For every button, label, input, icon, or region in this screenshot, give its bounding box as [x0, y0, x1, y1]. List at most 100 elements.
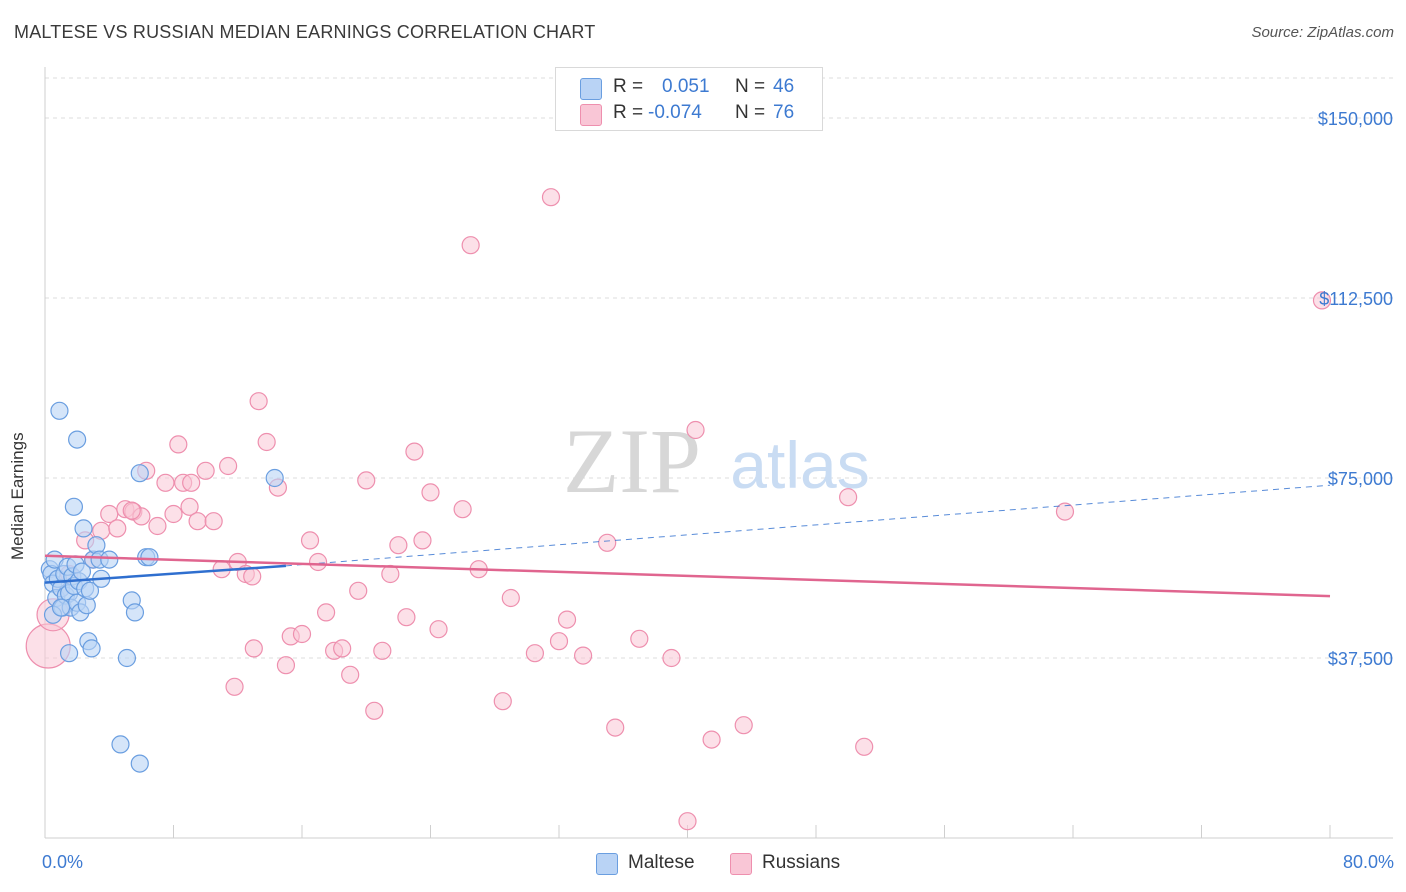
y-tick-labels: $37,500 $75,000 $112,500 $150,000: [1318, 109, 1393, 669]
russians-point: [501, 588, 520, 608]
russians-point: [169, 435, 188, 454]
maltese-point: [80, 581, 100, 600]
n-value: 76: [773, 102, 795, 123]
russians-point: [196, 461, 215, 480]
russians-point: [249, 392, 268, 411]
russians-point: [525, 644, 545, 663]
watermark-zip: ZIP: [563, 410, 701, 512]
r-value: -0.074: [648, 102, 702, 123]
russians-point: [493, 692, 512, 711]
r-label: R =: [613, 76, 644, 97]
russians-point: [429, 620, 448, 639]
y-tick-label: $75,000: [1328, 469, 1393, 489]
maltese-points: [40, 401, 284, 773]
russians-point: [225, 677, 244, 696]
maltese-trendline-extended: [285, 484, 1331, 567]
russians-point: [156, 473, 175, 492]
correlation-legend: R = 0.051 N = 46 R = -0.074 N = 76: [555, 67, 823, 131]
maltese-point: [82, 639, 101, 658]
y-tick-label: $150,000: [1318, 109, 1393, 129]
trendlines: [44, 484, 1331, 598]
russians-point: [300, 531, 320, 550]
russians-point: [244, 639, 263, 658]
russians-point: [365, 701, 384, 720]
russians-point: [606, 718, 625, 737]
russians-point: [405, 442, 424, 461]
russians-point: [243, 567, 262, 586]
maltese-point: [74, 519, 93, 538]
russians-point: [1312, 291, 1332, 310]
russians-point: [453, 500, 472, 519]
russians-point: [1055, 502, 1075, 521]
russians-point: [164, 504, 183, 524]
russians-point: [598, 533, 617, 552]
russians-point: [678, 812, 697, 831]
n-label: N =: [735, 76, 766, 97]
russians-point: [421, 483, 440, 502]
russians-point: [188, 512, 207, 531]
source-label: Source: ZipAtlas.com: [1251, 24, 1394, 41]
russians-point: [204, 512, 223, 531]
legend-label-russians: Russians: [762, 852, 841, 873]
russians-trendline: [44, 554, 1331, 598]
n-label: N =: [735, 102, 766, 123]
maltese-point: [140, 548, 159, 567]
russians-point: [182, 473, 201, 492]
maltese-point: [59, 644, 79, 663]
russians-point: [389, 536, 408, 555]
russians-point: [333, 639, 352, 658]
maltese-point: [117, 648, 137, 668]
maltese-point: [100, 550, 119, 569]
russians-point: [855, 737, 874, 756]
russians-point: [686, 420, 705, 440]
russians-point: [839, 488, 858, 507]
axes: [44, 67, 1393, 839]
russians-swatch: [730, 853, 752, 875]
r-value: 0.051: [662, 76, 710, 97]
x-tick-max: 80.0%: [1342, 852, 1394, 872]
russians-swatch: [580, 104, 602, 126]
maltese-trendline: [44, 564, 287, 584]
russians-point: [541, 188, 561, 207]
russians-point: [219, 456, 238, 476]
maltese-point: [68, 430, 87, 449]
maltese-swatch: [596, 853, 618, 875]
russians-point: [381, 564, 400, 584]
chart-title: MALTESE VS RUSSIAN MEDIAN EARNINGS CORRE…: [14, 22, 596, 42]
russians-point: [349, 581, 368, 600]
russians-point: [308, 552, 328, 572]
maltese-point: [64, 497, 84, 516]
russians-point: [397, 608, 416, 627]
russians-point: [292, 624, 312, 644]
russians-point: [357, 471, 376, 490]
russians-point: [549, 632, 569, 651]
russians-point: [413, 531, 432, 550]
maltese-point: [111, 735, 130, 754]
russians-point: [257, 432, 276, 452]
russians-point: [108, 519, 127, 538]
russians-point: [276, 656, 296, 675]
russians-point: [461, 236, 480, 255]
russians-point: [148, 516, 167, 536]
russians-point: [630, 629, 649, 648]
russians-point: [341, 665, 360, 684]
russians-point: [180, 497, 199, 516]
maltese-point: [265, 468, 284, 488]
russians-point: [316, 603, 336, 622]
y-tick-label: $112,500: [1319, 289, 1393, 309]
russians-point: [557, 610, 577, 629]
y-tick-label: $37,500: [1328, 649, 1393, 669]
maltese-point: [130, 464, 149, 483]
r-label: R =: [613, 102, 644, 123]
y-axis-label: Median Earnings: [8, 432, 27, 560]
n-value: 46: [773, 76, 795, 97]
maltese-point: [125, 603, 145, 622]
maltese-point: [51, 598, 71, 617]
x-tick-min: 0.0%: [42, 852, 84, 872]
maltese-swatch: [580, 78, 602, 100]
maltese-point: [50, 401, 69, 420]
russians-point: [573, 646, 593, 665]
russians-point: [122, 501, 141, 520]
maltese-point: [130, 754, 149, 773]
